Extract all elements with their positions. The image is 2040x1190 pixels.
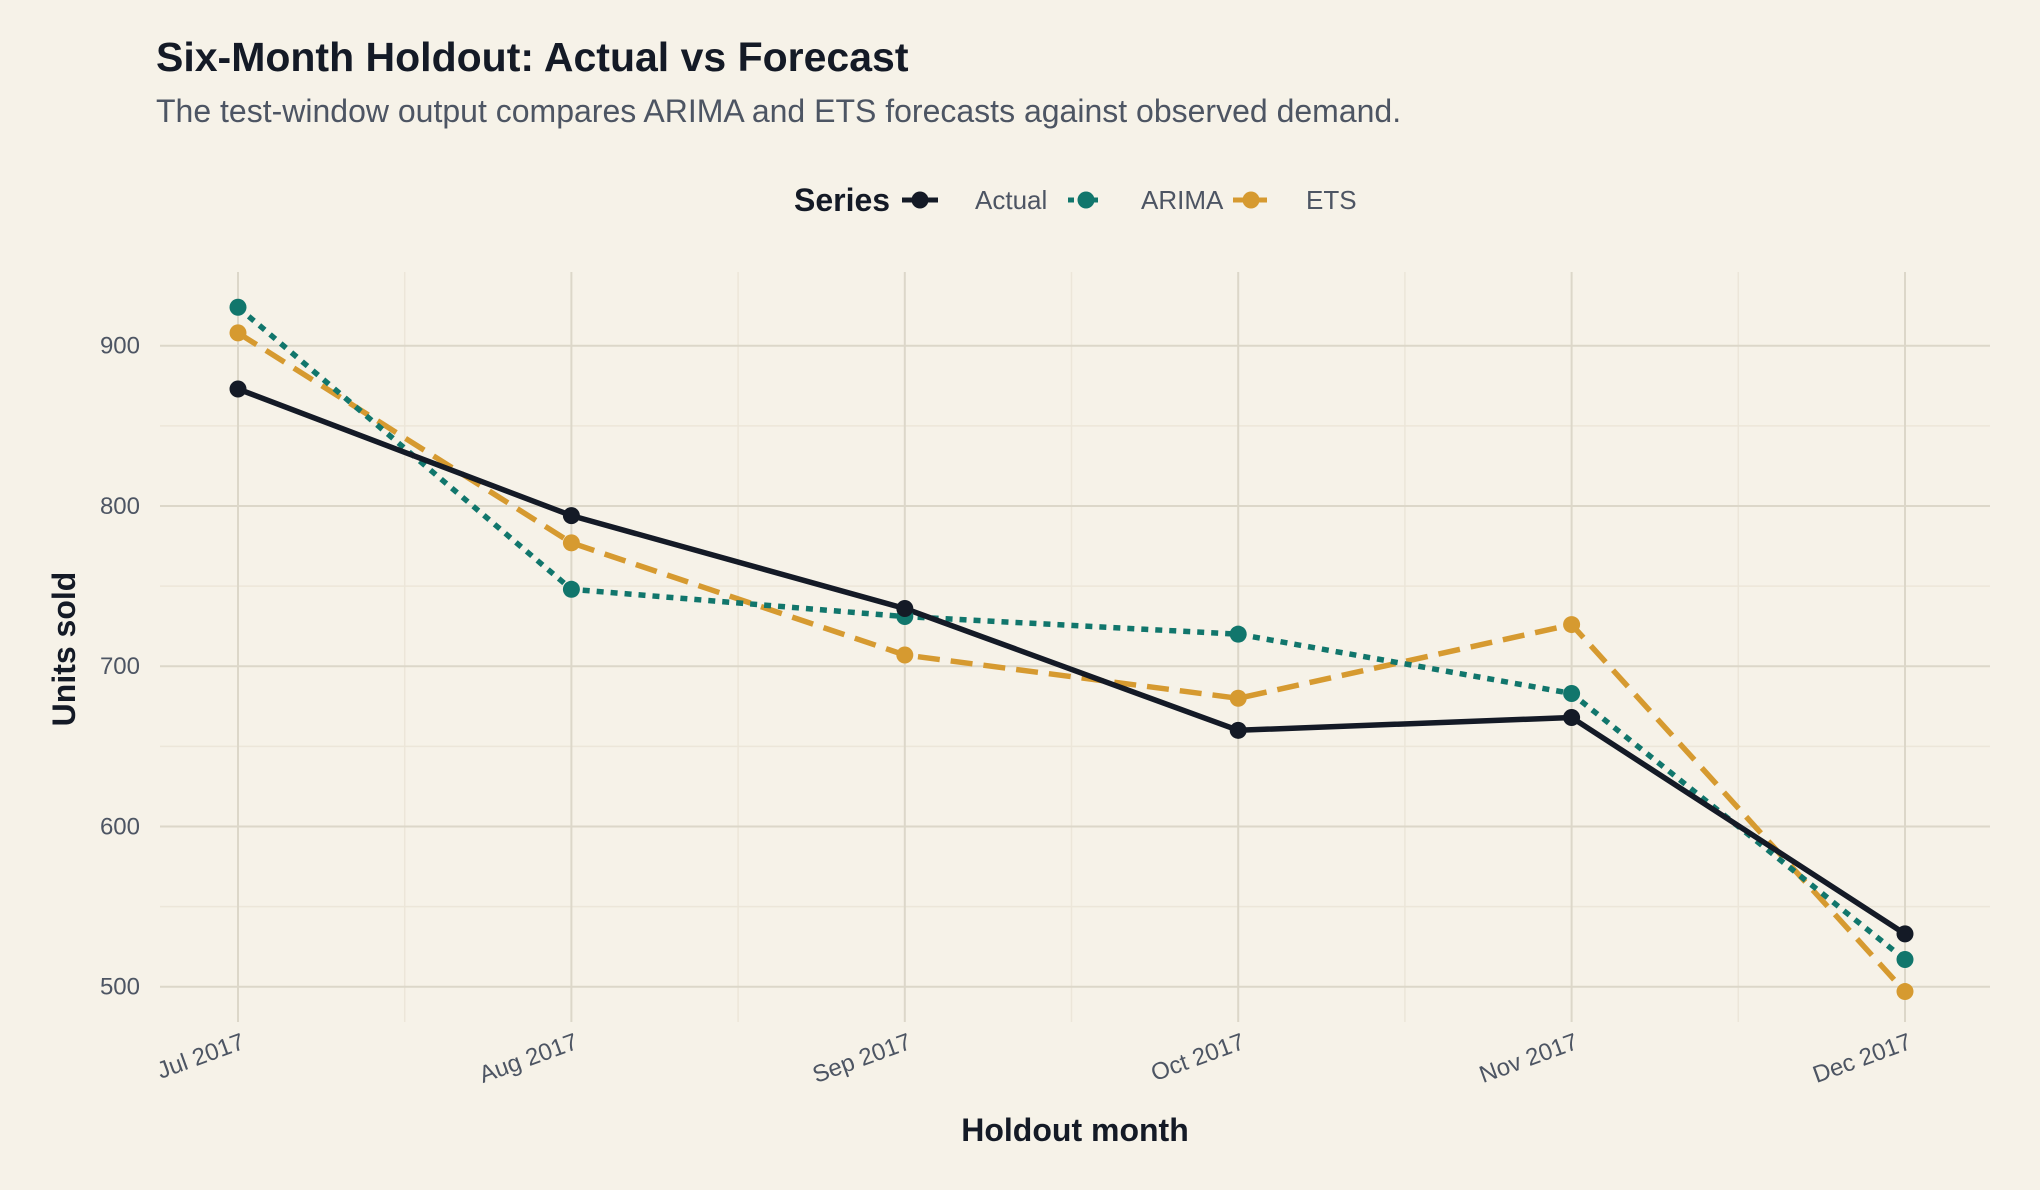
series-lines bbox=[236, 305, 1908, 994]
legend: Series Actual ARIMA ETS bbox=[794, 182, 1357, 218]
data-point-ets bbox=[229, 324, 247, 342]
legend-title: Series bbox=[794, 182, 890, 218]
legend-key-point-arima bbox=[1077, 191, 1095, 209]
x-tick-label: Jul 2017 bbox=[154, 1028, 249, 1084]
x-tick-label: Dec 2017 bbox=[1809, 1028, 1915, 1089]
x-tick-label: Aug 2017 bbox=[476, 1028, 582, 1089]
data-point-actual bbox=[1563, 709, 1581, 727]
x-tick-label: Sep 2017 bbox=[809, 1028, 915, 1089]
series-line-arima bbox=[236, 305, 1907, 962]
legend-key-point-ets bbox=[1242, 191, 1260, 209]
data-point-actual bbox=[1229, 721, 1247, 739]
chart-subtitle: The test-window output compares ARIMA an… bbox=[156, 93, 1402, 129]
y-tick-label: 900 bbox=[100, 333, 140, 360]
data-point-actual bbox=[229, 380, 247, 398]
data-point-arima bbox=[562, 580, 580, 598]
y-axis-title: Units sold bbox=[46, 572, 82, 727]
data-point-ets bbox=[1229, 689, 1247, 707]
y-tick-label: 600 bbox=[100, 813, 140, 840]
data-point-actual bbox=[1896, 925, 1914, 943]
y-tick-label: 800 bbox=[100, 493, 140, 520]
chart-title: Six-Month Holdout: Actual vs Forecast bbox=[156, 34, 909, 80]
data-point-arima bbox=[229, 298, 247, 316]
legend-key-point-actual bbox=[911, 191, 929, 209]
data-points bbox=[229, 298, 1914, 1001]
data-point-ets bbox=[896, 646, 914, 664]
y-tick-label: 500 bbox=[100, 974, 140, 1001]
data-point-ets bbox=[1563, 616, 1581, 634]
legend-label-arima: ARIMA bbox=[1141, 185, 1224, 215]
data-point-arima bbox=[1563, 684, 1581, 702]
series-line-actual bbox=[237, 386, 1907, 937]
x-tick-label: Oct 2017 bbox=[1147, 1028, 1248, 1087]
data-point-ets bbox=[562, 534, 580, 552]
series-line-ets bbox=[236, 330, 1908, 994]
x-tick-label: Nov 2017 bbox=[1476, 1028, 1582, 1089]
legend-label-ets: ETS bbox=[1306, 185, 1357, 215]
axis-labels: 500 600 700 800 900 Jul 2017 Aug 2017 Sep 2017 O… bbox=[46, 333, 1915, 1148]
y-tick-label: 700 bbox=[100, 653, 140, 680]
data-point-arima bbox=[1896, 951, 1914, 968]
data-point-actual bbox=[896, 600, 914, 618]
data-point-actual bbox=[562, 507, 580, 525]
x-axis-title: Holdout month bbox=[961, 1112, 1188, 1148]
data-point-ets bbox=[1896, 983, 1914, 1001]
grid-lines bbox=[160, 272, 1990, 1022]
data-point-arima bbox=[1229, 625, 1247, 643]
legend-label-actual: Actual bbox=[975, 185, 1047, 215]
